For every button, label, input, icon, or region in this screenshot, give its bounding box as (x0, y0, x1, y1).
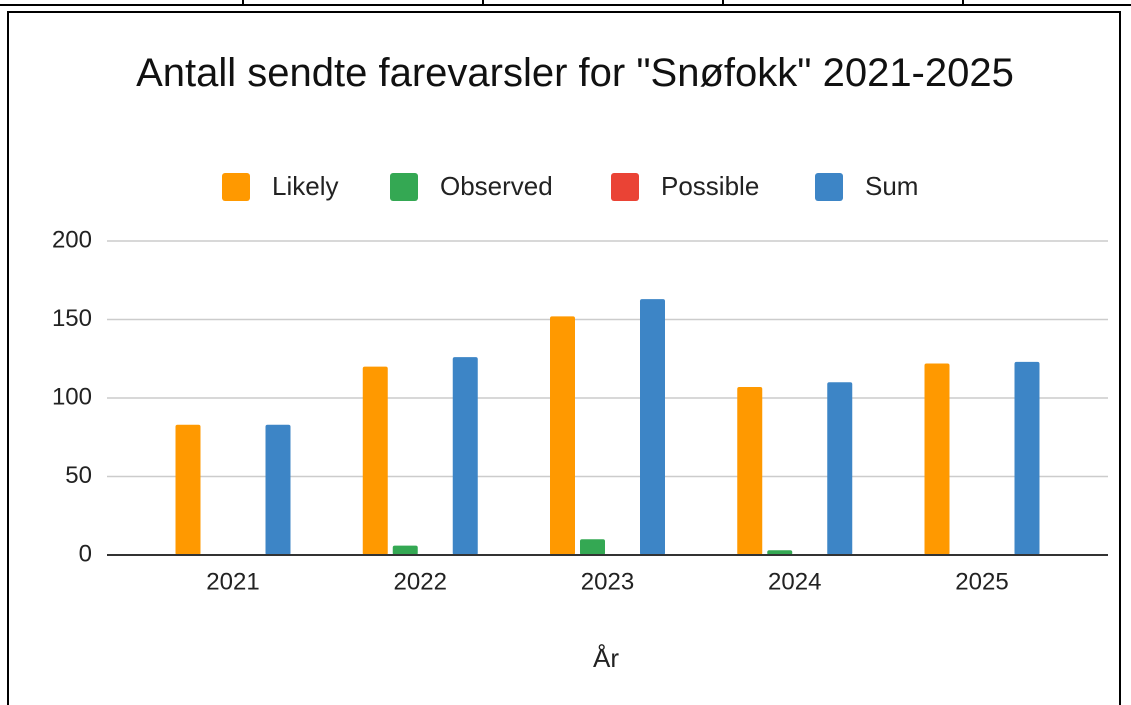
bar (640, 299, 665, 555)
y-tick-label: 50 (65, 462, 92, 489)
bar (580, 539, 605, 555)
legend-label: Possible (661, 171, 759, 201)
x-tick-label: 2023 (581, 568, 634, 595)
legend-label: Sum (865, 171, 918, 201)
bar (1014, 361, 1040, 555)
bar (737, 387, 763, 555)
x-tick-label: 2021 (206, 568, 259, 595)
x-tick-label: 2022 (394, 568, 447, 595)
x-axis-label: År (593, 643, 619, 673)
legend-label: Observed (440, 171, 553, 201)
x-tick-label: 2025 (955, 568, 1008, 595)
y-tick-label: 0 (79, 540, 92, 567)
chart-frame (7, 11, 1121, 705)
bar (924, 363, 950, 555)
bar (452, 357, 478, 555)
bar (362, 366, 388, 555)
table-strip (0, 0, 1131, 6)
legend-swatch (611, 173, 639, 201)
bar (265, 424, 291, 555)
bar (175, 424, 201, 555)
bar (392, 545, 418, 555)
x-tick-label: 2024 (768, 568, 821, 595)
bar (767, 550, 793, 555)
chart-title: Antall sendte farevarsler for "Snøfokk" … (136, 51, 1014, 95)
bar (550, 316, 575, 555)
legend-swatch (815, 173, 843, 201)
y-tick-label: 200 (52, 226, 92, 253)
legend-label: Likely (272, 171, 338, 201)
y-tick-label: 100 (52, 383, 92, 410)
bar (827, 382, 853, 555)
legend-swatch (390, 173, 418, 201)
legend-swatch (222, 173, 250, 201)
y-tick-label: 150 (52, 305, 92, 332)
